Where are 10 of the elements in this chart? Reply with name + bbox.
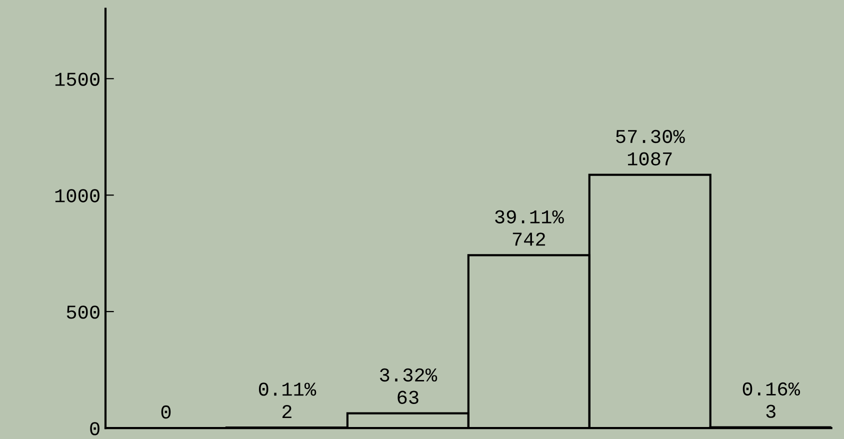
data-label: 0.11% 2 [258, 382, 316, 418]
data-label: 0 [161, 405, 171, 419]
y-tick-label: 1000 [55, 189, 100, 202]
data-label: 0.16% 3 [742, 382, 800, 418]
y-tick-label: 1500 [55, 72, 100, 86]
data-label: 57.30% 1087 [616, 130, 685, 166]
y-tick-label: 0 [90, 422, 100, 436]
y-tick-label: 500 [66, 306, 100, 319]
data-label: 3.32% 63 [380, 368, 438, 404]
data-label: 39.11% 742 [495, 210, 564, 246]
